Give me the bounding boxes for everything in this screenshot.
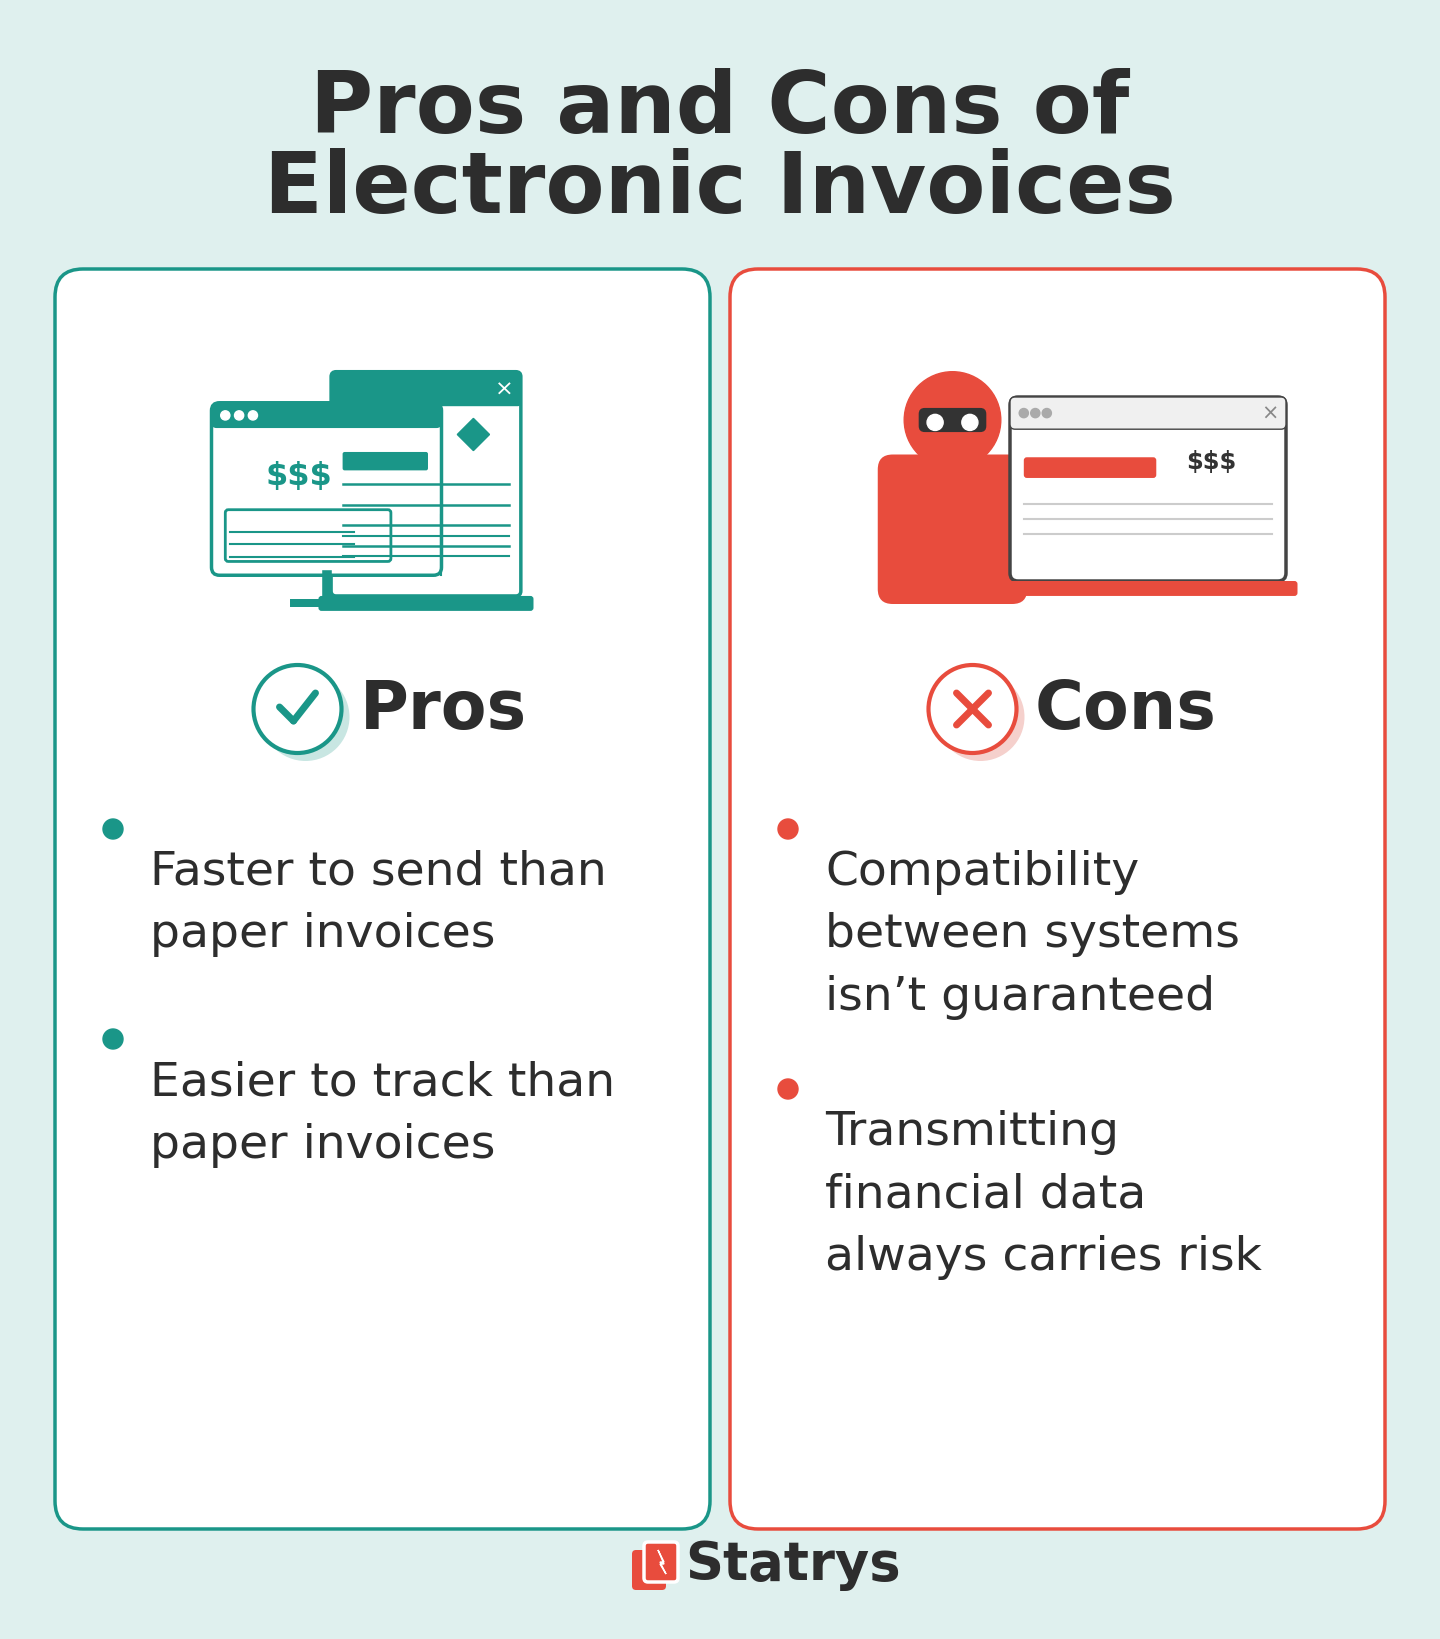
FancyBboxPatch shape — [730, 270, 1385, 1529]
FancyBboxPatch shape — [644, 1542, 678, 1582]
FancyBboxPatch shape — [55, 270, 710, 1529]
Text: Cons: Cons — [1034, 677, 1217, 742]
FancyBboxPatch shape — [318, 597, 533, 611]
Circle shape — [904, 372, 1001, 469]
Text: Compatibility
between systems
isn’t guaranteed: Compatibility between systems isn’t guar… — [825, 849, 1240, 1019]
Circle shape — [253, 665, 341, 754]
Circle shape — [1031, 410, 1040, 418]
FancyBboxPatch shape — [1009, 398, 1286, 582]
FancyBboxPatch shape — [998, 582, 1297, 597]
Text: $$$: $$$ — [1187, 451, 1237, 474]
FancyBboxPatch shape — [225, 510, 390, 562]
Circle shape — [248, 411, 258, 421]
Text: Pros and Cons of: Pros and Cons of — [310, 69, 1130, 151]
Circle shape — [1020, 410, 1028, 418]
Circle shape — [262, 674, 350, 762]
FancyBboxPatch shape — [632, 1550, 665, 1590]
Circle shape — [927, 415, 943, 431]
Text: Statrys: Statrys — [685, 1537, 900, 1590]
FancyBboxPatch shape — [331, 372, 521, 597]
Text: Pros: Pros — [360, 677, 527, 742]
Text: Electronic Invoices: Electronic Invoices — [264, 149, 1176, 231]
Circle shape — [778, 1080, 798, 1100]
Text: Easier to track than
paper invoices: Easier to track than paper invoices — [150, 1059, 615, 1167]
Circle shape — [778, 820, 798, 839]
Text: ×: × — [1261, 403, 1279, 425]
Text: $$$: $$$ — [265, 461, 333, 492]
FancyBboxPatch shape — [1024, 457, 1156, 479]
FancyBboxPatch shape — [212, 403, 442, 429]
Text: ×: × — [495, 380, 514, 400]
Circle shape — [220, 411, 230, 421]
FancyBboxPatch shape — [331, 372, 521, 406]
FancyBboxPatch shape — [878, 456, 1027, 605]
Circle shape — [936, 674, 1024, 762]
Polygon shape — [658, 1550, 665, 1573]
FancyBboxPatch shape — [343, 452, 428, 470]
Text: Faster to send than
paper invoices: Faster to send than paper invoices — [150, 849, 606, 957]
FancyBboxPatch shape — [212, 403, 442, 575]
Text: Transmitting
financial data
always carries risk: Transmitting financial data always carri… — [825, 1110, 1261, 1278]
Polygon shape — [458, 420, 490, 451]
FancyBboxPatch shape — [1009, 398, 1286, 429]
FancyBboxPatch shape — [919, 408, 986, 433]
Polygon shape — [1027, 500, 1032, 570]
Circle shape — [104, 1029, 122, 1049]
Circle shape — [1043, 410, 1051, 418]
Circle shape — [235, 411, 243, 421]
Circle shape — [1015, 544, 1045, 574]
Circle shape — [104, 820, 122, 839]
Circle shape — [929, 665, 1017, 754]
Circle shape — [962, 415, 978, 431]
